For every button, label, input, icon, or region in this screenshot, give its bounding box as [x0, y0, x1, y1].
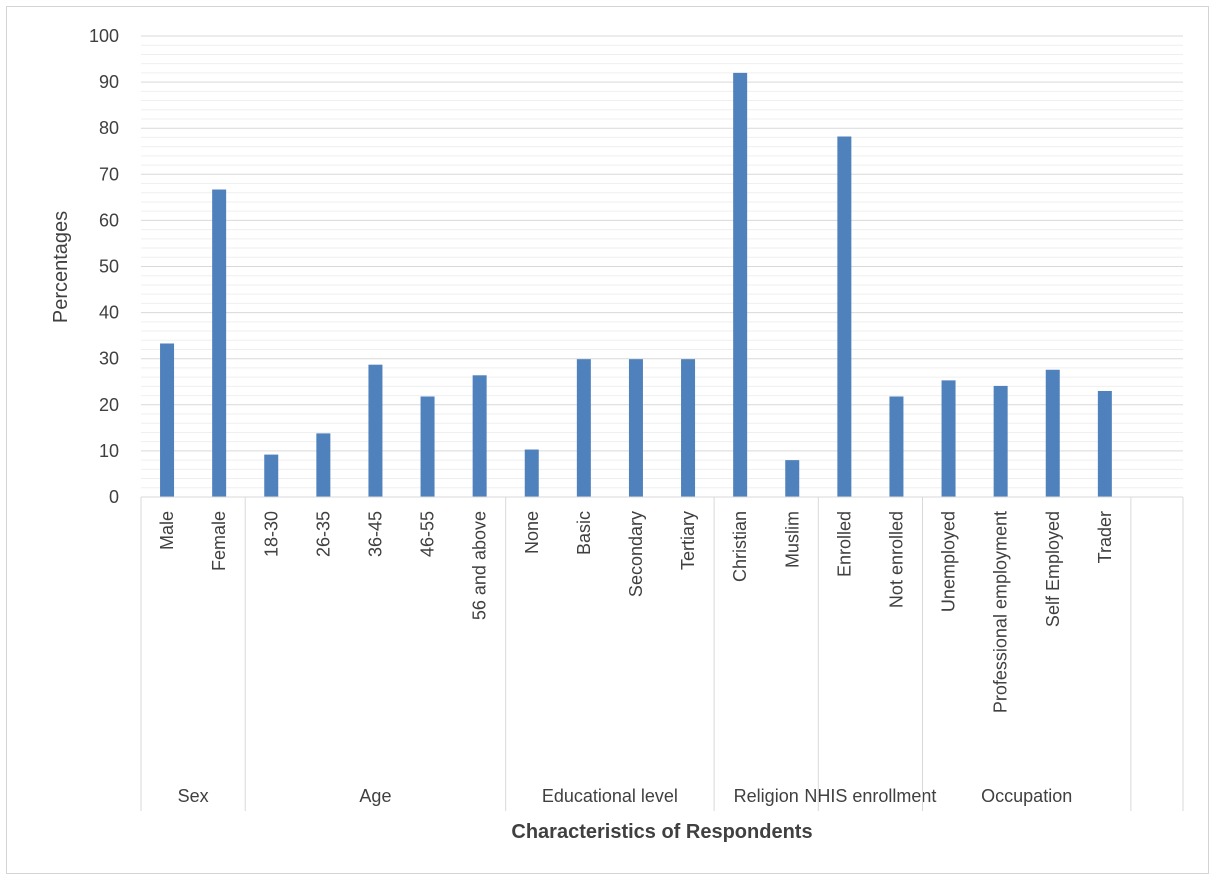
bar	[941, 380, 956, 497]
chart-frame	[6, 6, 1209, 874]
y-tick-label: 100	[89, 26, 119, 46]
y-tick-label: 10	[99, 441, 119, 461]
y-axis-title: Percentages	[50, 211, 72, 323]
x-group-label: NHIS enrollment	[804, 786, 936, 806]
y-tick-label: 70	[99, 164, 119, 184]
y-tick-labels: 0 10 20 30 40 50 60 70 80 90 100	[89, 26, 119, 507]
y-tick-label: 60	[99, 210, 119, 230]
x-tick-label: 36-45	[365, 511, 385, 557]
x-tick-label: 26-35	[313, 511, 333, 557]
gridlines	[141, 35, 1183, 498]
y-tick-label: 30	[99, 349, 119, 369]
y-tick-label: 20	[99, 395, 119, 415]
y-tick-label: 40	[99, 303, 119, 323]
x-axis-title: Characteristics of Respondents	[511, 821, 812, 843]
x-tick-label: Secondary	[626, 511, 646, 597]
x-category-labels: Male Female 18-30 26-35 36-45 46-55 56 and abo…	[157, 511, 1115, 713]
bar	[316, 433, 331, 497]
bar	[160, 343, 175, 497]
x-tick-label: Female	[209, 511, 229, 571]
x-tick-label: 18-30	[261, 511, 281, 557]
bars	[160, 72, 1112, 498]
bar	[889, 396, 904, 497]
bar	[472, 375, 487, 497]
bar	[368, 364, 383, 497]
bar	[628, 359, 643, 497]
x-tick-label: Enrolled	[834, 511, 854, 577]
bar	[1045, 369, 1060, 497]
x-tick-label: None	[522, 511, 542, 554]
bar	[733, 72, 748, 497]
y-tick-label: 0	[109, 487, 119, 507]
x-group-label: Sex	[178, 786, 209, 806]
x-axis-frame	[140, 496, 1184, 811]
y-tick-label: 80	[99, 118, 119, 138]
bar	[576, 359, 591, 497]
x-tick-label: Not enrolled	[886, 511, 906, 608]
x-tick-label: Professional employment	[991, 511, 1011, 713]
x-group-label: Religion	[734, 786, 799, 806]
x-tick-label: Trader	[1095, 511, 1115, 563]
x-tick-label: Christian	[730, 511, 750, 582]
bar	[681, 359, 696, 497]
bar	[212, 189, 227, 497]
x-tick-label: 56 and above	[470, 511, 490, 620]
y-tick-label: 90	[99, 72, 119, 92]
y-tick-label: 50	[99, 257, 119, 277]
bar	[785, 460, 800, 497]
x-tick-label: Male	[157, 511, 177, 550]
bar	[1097, 390, 1112, 497]
x-tick-label: Muslim	[782, 511, 802, 568]
x-tick-label: Self Employed	[1043, 511, 1063, 627]
x-tick-label: Unemployed	[939, 511, 959, 612]
x-tick-label: Basic	[574, 511, 594, 555]
bar	[993, 385, 1008, 497]
x-group-label: Educational level	[542, 786, 678, 806]
bar	[264, 454, 279, 497]
x-tick-label: Tertiary	[678, 511, 698, 570]
x-group-label: Age	[359, 786, 391, 806]
x-group-label: Occupation	[981, 786, 1072, 806]
bar	[524, 449, 539, 497]
x-group-labels: Sex Age Educational level Religion NHIS enro…	[178, 786, 1073, 806]
x-tick-label: 46-55	[418, 511, 438, 557]
bar	[837, 136, 852, 498]
bar	[420, 396, 435, 497]
